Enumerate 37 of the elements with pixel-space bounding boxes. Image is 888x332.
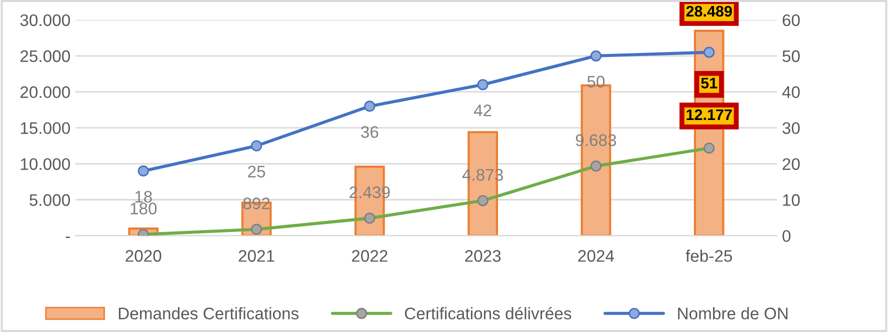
- y-tick-label: 10.000: [20, 158, 70, 170]
- data-label: 12.177: [686, 109, 732, 120]
- point: [138, 165, 149, 177]
- x-tick-label: feb-25: [686, 250, 732, 262]
- data-label: 51: [701, 78, 718, 89]
- y-tick-label: 15.000: [20, 122, 70, 134]
- legend-label: Certifications délivrées: [404, 306, 572, 320]
- data-label: 28.489: [686, 6, 732, 17]
- y2-tick-label: 50: [782, 50, 800, 62]
- y2-tick-label: 30: [782, 122, 800, 134]
- data-label: 36: [361, 126, 378, 138]
- point: [477, 79, 488, 90]
- point: [250, 140, 262, 152]
- y-tick-label: 25.000: [20, 50, 70, 62]
- y2-tick-label: 0: [782, 230, 790, 242]
- y-tick-label: 5.000: [30, 194, 70, 206]
- y-tick-label: -: [66, 236, 70, 238]
- y-tick-label: 30.000: [20, 14, 70, 26]
- data-label: 180: [130, 202, 157, 214]
- data-label: 25: [248, 166, 266, 178]
- y2-tick-label: 20: [782, 158, 800, 170]
- point: [704, 46, 715, 58]
- data-label: 42: [474, 104, 492, 116]
- point: [364, 100, 376, 112]
- x-tick-label: 2021: [238, 250, 274, 262]
- y-tick-label: 20.000: [20, 86, 70, 98]
- x-tick-label: 2024: [578, 250, 614, 262]
- legend-label: Nombre de ON: [678, 307, 788, 320]
- x-tick-label: 2020: [126, 250, 162, 262]
- y2-tick-label: 40: [782, 86, 800, 98]
- point: [590, 50, 602, 62]
- x-tick-label: 2023: [465, 250, 501, 262]
- y2-tick-label: 60: [782, 14, 800, 26]
- legend-label: Demandes Certifications: [118, 307, 299, 320]
- y2-tick-label: 10: [783, 194, 800, 206]
- data-label: 18: [135, 190, 152, 203]
- x-tick-label: 2022: [352, 250, 388, 262]
